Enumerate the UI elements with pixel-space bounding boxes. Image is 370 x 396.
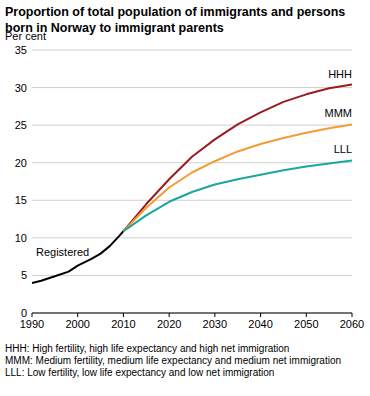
annotation: Registered [36, 246, 89, 258]
grid-line [32, 87, 352, 88]
x-tick-label: 2010 [111, 318, 135, 330]
x-tick [77, 313, 78, 317]
grid-line [32, 237, 352, 238]
x-tick [32, 313, 33, 317]
footnote: LLL: Low fertility, low life expectancy … [5, 367, 367, 379]
x-tick-label: 1990 [20, 318, 44, 330]
x-tick [306, 313, 307, 317]
series-label: LLL [334, 143, 352, 155]
x-tick-label: 2000 [65, 318, 89, 330]
x-tick-label: 2020 [157, 318, 181, 330]
y-axis-label: Per cent [5, 30, 46, 42]
series-label: MMM [325, 107, 353, 119]
series-line [123, 124, 352, 231]
x-tick [169, 313, 170, 317]
x-tick-label: 2050 [294, 318, 318, 330]
x-tick [352, 313, 353, 317]
y-tick-label: 10 [15, 232, 27, 244]
x-tick-label: 2040 [248, 318, 272, 330]
series-line [123, 85, 352, 232]
y-tick-label: 35 [15, 44, 27, 56]
grid-line [32, 313, 352, 314]
footnotes: HHH: High fertility, high life expectanc… [5, 343, 367, 379]
y-tick-label: 5 [21, 269, 27, 281]
x-tick [214, 313, 215, 317]
chart: Per cent05101520253035199020002010202020… [0, 0, 370, 396]
grid-line [32, 162, 352, 163]
footnote: HHH: High fertility, high life expectanc… [5, 343, 367, 355]
series-label: HHH [328, 68, 352, 80]
x-tick-label: 2060 [340, 318, 364, 330]
y-tick-label: 25 [15, 119, 27, 131]
series-line [123, 160, 352, 231]
y-tick-label: 15 [15, 194, 27, 206]
series-line [32, 231, 123, 283]
footnote: MMM: Medium fertility, medium life expec… [5, 355, 367, 367]
y-tick-label: 30 [15, 82, 27, 94]
grid-line [32, 275, 352, 276]
grid-line [32, 200, 352, 201]
grid-line [32, 50, 352, 51]
x-tick-label: 2030 [203, 318, 227, 330]
y-tick-label: 20 [15, 157, 27, 169]
plot-area [32, 85, 352, 283]
x-tick [260, 313, 261, 317]
grid-line [32, 125, 352, 126]
title: Proportion of total population of immigr… [5, 4, 367, 36]
x-tick [123, 313, 124, 317]
x-axis-line [32, 313, 352, 314]
